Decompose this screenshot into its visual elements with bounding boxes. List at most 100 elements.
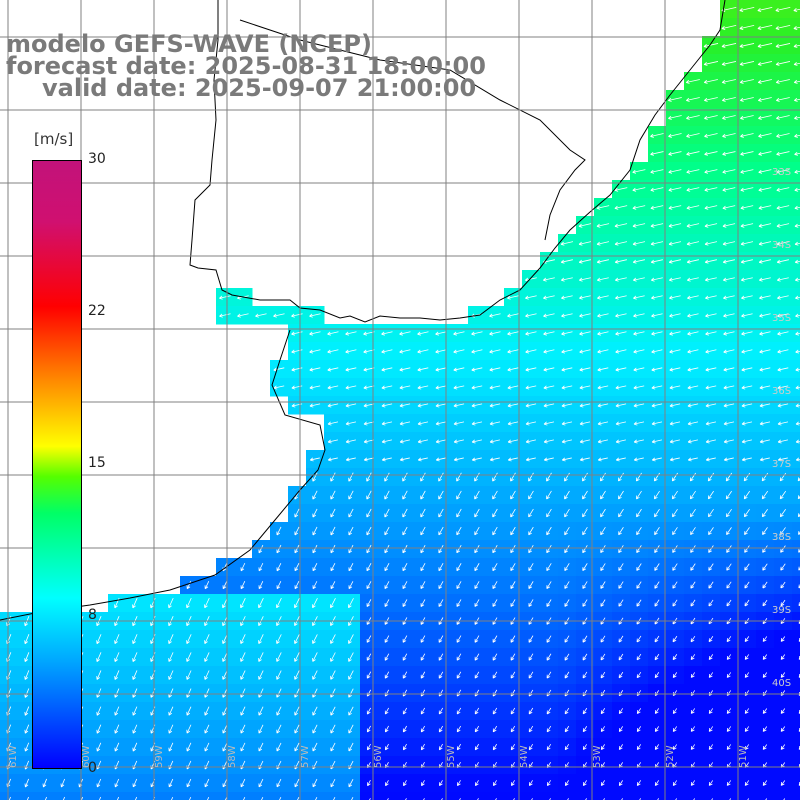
wind-arrow [114,634,120,645]
wind-arrow [474,544,480,554]
wind-arrow [618,744,624,750]
wind-arrow [471,421,483,426]
wind-arrow [312,598,318,609]
wind-arrow [669,385,681,390]
wind-arrow [439,780,443,787]
wind-arrow [667,97,682,102]
wind-cell [792,576,800,595]
wind-arrow [582,508,588,518]
wind-arrow [798,548,800,553]
wind-arrow [758,151,772,156]
wind-arrow [775,61,791,66]
wind-arrow [168,634,174,645]
wind-arrow [456,635,462,643]
wind-arrow [96,688,102,698]
wind-arrow [765,798,768,800]
wind-cell [54,792,73,800]
wind-arrow [543,385,555,390]
wind-arrow [420,508,426,518]
wind-arrow [740,259,753,264]
wind-arrow [543,457,554,462]
wind-arrow [549,798,551,800]
wind-arrow [543,313,555,318]
wind-arrow [186,742,192,752]
wind-arrow [258,742,264,752]
wind-arrow [600,563,606,571]
wind-arrow [351,797,354,800]
wind-arrow [761,509,768,518]
wind-arrow [758,241,772,246]
wind-arrow [704,241,718,246]
wind-arrow [711,798,714,800]
wind-arrow [525,295,537,300]
latitude-label: 34S [772,240,791,251]
wind-arrow [775,43,791,48]
wind-arrow [510,725,516,733]
wind-arrow [240,670,246,680]
wind-arrow [654,545,660,553]
wind-arrow [564,526,570,536]
latitude-label: 39S [772,605,791,616]
wind-arrow [168,652,174,662]
wind-arrow [775,79,790,84]
colorbar [32,160,82,769]
wind-arrow [96,670,102,680]
wind-arrow [114,652,120,662]
wind-arrow [492,508,498,518]
wind-arrow [531,798,533,800]
wind-arrow [507,313,519,318]
wind-arrow [705,367,717,372]
wind-cell [792,432,800,451]
wind-arrow [668,205,682,210]
wind-arrow [345,457,356,462]
wind-arrow [456,490,462,500]
wind-cell [792,360,800,379]
wind-arrow [546,581,552,589]
wind-arrow [722,133,736,138]
wind-arrow [417,385,429,390]
wind-arrow [471,367,483,372]
wind-arrow [435,439,446,444]
wind-arrow [596,259,609,264]
wind-arrow [597,313,609,318]
wind-arrow [722,259,735,264]
wind-arrow [543,349,555,354]
wind-arrow [435,403,447,408]
wind-arrow [777,385,789,390]
wind-arrow [258,778,264,788]
wind-arrow [438,635,444,643]
wind-arrow [651,457,662,462]
wind-arrow [546,472,552,482]
colorbar-unit: [m/s] [34,130,74,148]
wind-arrow [507,295,519,300]
wind-arrow [384,707,390,715]
wind-cell [792,324,800,343]
latitude-label: 35S [772,313,791,324]
wind-arrow [330,581,336,590]
latitude-label: 36S [772,386,791,397]
wind-arrow [24,670,30,680]
wind-arrow [366,490,372,500]
wind-arrow [775,97,790,102]
wind-arrow [222,652,228,662]
wind-arrow [403,780,407,787]
wind-arrow [542,277,555,282]
wind-arrow [757,61,773,66]
wind-arrow [330,490,336,500]
wind-cell [216,792,235,800]
wind-arrow [168,706,174,716]
wind-arrow [633,439,644,444]
wind-arrow [582,653,588,661]
wind-arrow [579,403,591,408]
wind-arrow [777,313,789,318]
wind-arrow [597,403,609,408]
wind-arrow [456,725,462,733]
wind-arrow [780,545,786,553]
wind-arrow [776,115,790,120]
wind-arrow [618,563,624,571]
wind-arrow [686,133,700,138]
wind-arrow [780,636,786,642]
wind-arrow [708,545,714,553]
wind-arrow [690,708,696,714]
wind-cell [792,666,800,685]
